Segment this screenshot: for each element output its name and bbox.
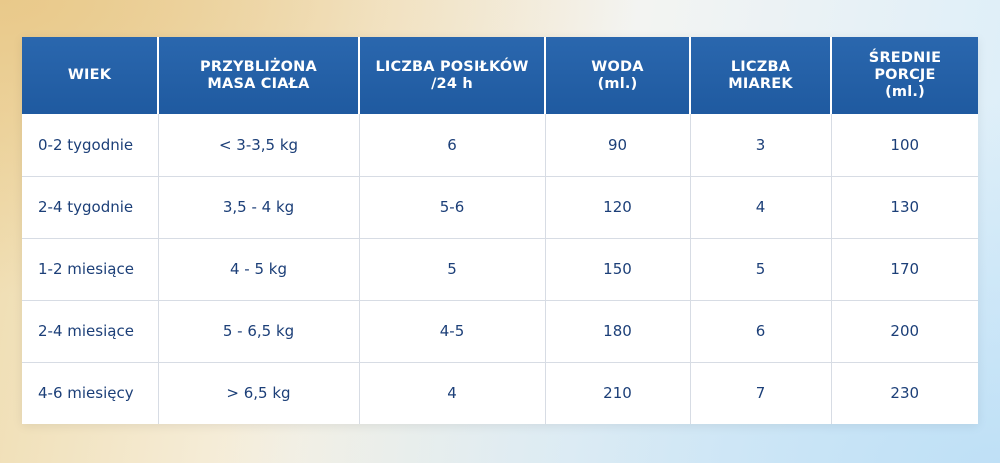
cell-age: 1-2 miesiące bbox=[22, 238, 159, 301]
table-row: 1-2 miesiące 4 - 5 kg 5 150 5 170 bbox=[22, 238, 978, 301]
table-row: 4-6 miesięcy > 6,5 kg 4 210 7 230 bbox=[22, 362, 978, 424]
cell-scoops: 7 bbox=[690, 362, 832, 424]
cell-weight: 3,5 - 4 kg bbox=[158, 176, 360, 239]
cell-meals: 5 bbox=[359, 238, 546, 301]
table-row: 0-2 tygodnie < 3-3,5 kg 6 90 3 100 bbox=[22, 114, 978, 177]
cell-water: 210 bbox=[545, 362, 691, 424]
feeding-table: WIEK PRZYBLIŻONA MASA CIAŁA LICZBA POSIŁ… bbox=[22, 37, 978, 424]
table-row: 2-4 miesiące 5 - 6,5 kg 4-5 180 6 200 bbox=[22, 300, 978, 363]
cell-scoops: 3 bbox=[690, 114, 832, 177]
header-row: WIEK PRZYBLIŻONA MASA CIAŁA LICZBA POSIŁ… bbox=[22, 37, 978, 114]
cell-water: 180 bbox=[545, 300, 691, 363]
header-approx-weight: PRZYBLIŻONA MASA CIAŁA bbox=[158, 37, 360, 114]
table-body: 0-2 tygodnie < 3-3,5 kg 6 90 3 100 2-4 t… bbox=[22, 114, 978, 424]
cell-water: 150 bbox=[545, 238, 691, 301]
cell-weight: < 3-3,5 kg bbox=[158, 114, 360, 177]
cell-meals: 4 bbox=[359, 362, 546, 424]
header-meals-per-day: LICZBA POSIŁKÓW /24 h bbox=[359, 37, 546, 114]
cell-weight: > 6,5 kg bbox=[158, 362, 360, 424]
cell-portion: 200 bbox=[831, 300, 978, 363]
header-scoops: LICZBA MIAREK bbox=[690, 37, 832, 114]
cell-weight: 5 - 6,5 kg bbox=[158, 300, 360, 363]
cell-age: 0-2 tygodnie bbox=[22, 114, 159, 177]
cell-scoops: 5 bbox=[690, 238, 832, 301]
cell-meals: 6 bbox=[359, 114, 546, 177]
cell-weight: 4 - 5 kg bbox=[158, 238, 360, 301]
cell-portion: 130 bbox=[831, 176, 978, 239]
cell-scoops: 4 bbox=[690, 176, 832, 239]
header-average-portion: ŚREDNIE PORCJE (ml.) bbox=[831, 37, 978, 114]
cell-age: 2-4 tygodnie bbox=[22, 176, 159, 239]
cell-water: 90 bbox=[545, 114, 691, 177]
cell-age: 4-6 miesięcy bbox=[22, 362, 159, 424]
cell-meals: 5-6 bbox=[359, 176, 546, 239]
cell-age: 2-4 miesiące bbox=[22, 300, 159, 363]
table-header: WIEK PRZYBLIŻONA MASA CIAŁA LICZBA POSIŁ… bbox=[22, 37, 978, 114]
header-age: WIEK bbox=[22, 37, 159, 114]
cell-scoops: 6 bbox=[690, 300, 832, 363]
cell-portion: 170 bbox=[831, 238, 978, 301]
cell-portion: 100 bbox=[831, 114, 978, 177]
table-row: 2-4 tygodnie 3,5 - 4 kg 5-6 120 4 130 bbox=[22, 176, 978, 239]
cell-meals: 4-5 bbox=[359, 300, 546, 363]
feeding-table-container: WIEK PRZYBLIŻONA MASA CIAŁA LICZBA POSIŁ… bbox=[22, 37, 978, 424]
cell-water: 120 bbox=[545, 176, 691, 239]
cell-portion: 230 bbox=[890, 384, 920, 403]
header-water: WODA (ml.) bbox=[545, 37, 691, 114]
